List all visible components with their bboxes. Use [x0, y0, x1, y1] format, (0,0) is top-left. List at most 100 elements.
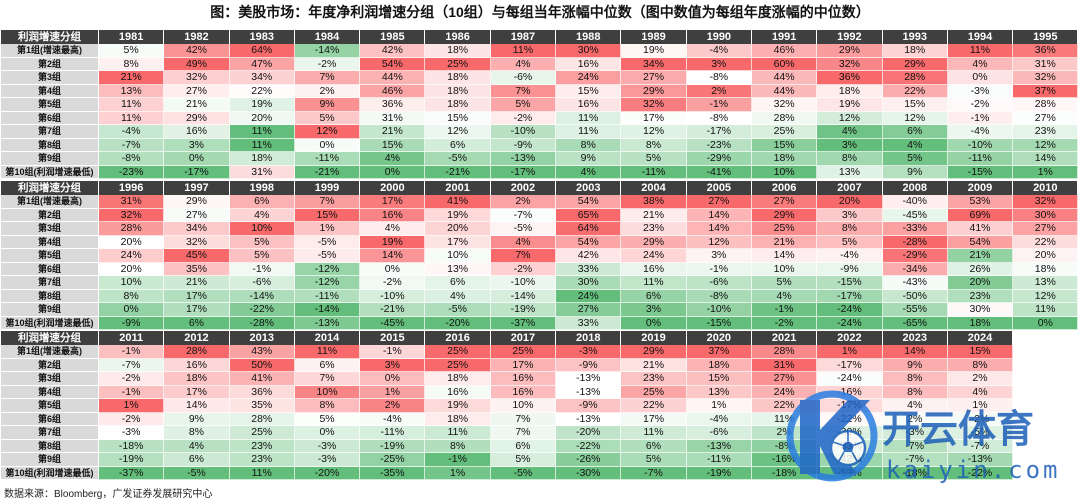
value-cell: 19% — [425, 208, 491, 222]
value-cell: 6% — [490, 439, 557, 453]
value-cell: 12% — [621, 125, 687, 139]
value-cell: 25% — [490, 345, 557, 359]
value-cell: -17% — [686, 125, 752, 139]
value-cell: -9% — [556, 399, 622, 413]
value-cell: -9% — [556, 358, 622, 372]
value-cell: -13% — [294, 316, 361, 330]
value-cell: 4% — [360, 222, 426, 236]
value-cell: 7% — [490, 249, 557, 263]
value-cell: -14% — [294, 44, 361, 58]
row-label: 第6组 — [1, 412, 99, 426]
value-cell: -1% — [947, 111, 1014, 125]
value-cell: -2% — [947, 412, 1014, 426]
value-cell: 9% — [164, 412, 230, 426]
heatmap-block: 利润增速分组 1996 1997 1998 1999 2000 2001 2002 2003 20… — [1, 181, 1079, 330]
value-cell: 23% — [1013, 125, 1079, 139]
value-cell: 21% — [947, 249, 1014, 263]
year-header: 2012 — [164, 331, 230, 345]
value-cell: 11% — [556, 111, 622, 125]
value-cell: -53% — [817, 466, 883, 480]
row-label: 第1组(增速最高) — [1, 345, 99, 359]
value-cell: 36% — [1013, 44, 1079, 58]
value-cell: 7% — [490, 426, 557, 440]
row-label: 第4组 — [1, 84, 99, 98]
value-cell: 15% — [360, 138, 426, 152]
value-cell: -5% — [490, 222, 557, 236]
value-cell: -18% — [751, 466, 818, 480]
value-cell: 14% — [360, 249, 426, 263]
value-cell: 34% — [621, 57, 687, 71]
value-cell: 14% — [882, 345, 948, 359]
value-cell: 4% — [751, 289, 818, 303]
value-cell: -8% — [686, 71, 752, 85]
value-cell: 20% — [229, 111, 295, 125]
value-cell: 2% — [882, 412, 948, 426]
value-cell: 15% — [882, 98, 948, 112]
value-cell: 29% — [882, 57, 948, 71]
value-cell: 54% — [360, 57, 426, 71]
value-cell: 9% — [556, 152, 622, 166]
value-cell: 10% — [294, 385, 361, 399]
value-cell: 24% — [621, 249, 687, 263]
value-cell: 7% — [490, 412, 557, 426]
value-cell: -7% — [99, 138, 165, 152]
value-cell: -10% — [686, 303, 752, 317]
value-cell: 18% — [425, 84, 491, 98]
value-cell: 60% — [751, 57, 818, 71]
value-cell: -8% — [99, 152, 165, 166]
value-cell: 30% — [1013, 208, 1079, 222]
value-cell: 4% — [817, 125, 883, 139]
value-cell: -16% — [751, 453, 818, 467]
value-cell: 22% — [229, 84, 295, 98]
value-cell: 35% — [229, 399, 295, 413]
row-label: 第4组 — [1, 385, 99, 399]
row-label: 第3组 — [1, 222, 99, 236]
value-cell: 23% — [229, 439, 295, 453]
value-cell: -22% — [947, 466, 1014, 480]
value-cell: -22% — [229, 303, 295, 317]
value-cell: 33% — [556, 262, 622, 276]
value-cell: 15% — [425, 111, 491, 125]
value-cell: 18% — [229, 152, 295, 166]
value-cell: 4% — [229, 208, 295, 222]
value-cell: -9% — [99, 316, 165, 330]
value-cell: 20% — [947, 276, 1014, 290]
value-cell: -1% — [99, 385, 165, 399]
value-cell: 10% — [99, 276, 165, 290]
value-cell: 24% — [99, 249, 165, 263]
value-cell: 9% — [882, 165, 948, 179]
value-cell: 16% — [621, 262, 687, 276]
value-cell: 25% — [621, 385, 687, 399]
value-cell: 29% — [164, 195, 230, 209]
value-cell: -4% — [817, 249, 883, 263]
value-cell: -33% — [817, 439, 883, 453]
value-cell: 10% — [751, 262, 818, 276]
value-cell: 10% — [425, 249, 491, 263]
value-cell: -10% — [360, 289, 426, 303]
value-cell: -22% — [556, 439, 622, 453]
value-cell: 16% — [360, 208, 426, 222]
value-cell: -13% — [556, 412, 622, 426]
value-cell: 37% — [1013, 84, 1079, 98]
value-cell: -8% — [686, 111, 752, 125]
value-cell: 11% — [99, 98, 165, 112]
value-cell: -17% — [817, 289, 883, 303]
value-cell: 18% — [425, 71, 491, 85]
value-cell: 6% — [164, 453, 230, 467]
row-label: 第1组(增速最高) — [1, 44, 99, 58]
year-header: 2013 — [229, 331, 295, 345]
year-header: 1999 — [294, 181, 361, 195]
value-cell: 8% — [817, 152, 883, 166]
value-cell: 1% — [360, 385, 426, 399]
value-cell: -3% — [294, 439, 361, 453]
year-header: 2008 — [882, 181, 948, 195]
year-header: 1994 — [947, 30, 1014, 44]
value-cell: 9% — [882, 358, 948, 372]
value-cell: -3% — [556, 345, 622, 359]
value-cell: 11% — [229, 466, 295, 480]
value-cell: 44% — [751, 84, 818, 98]
value-cell: -45% — [360, 316, 426, 330]
value-cell: -3% — [882, 426, 948, 440]
value-cell: 45% — [164, 249, 230, 263]
value-cell: 17% — [425, 235, 491, 249]
